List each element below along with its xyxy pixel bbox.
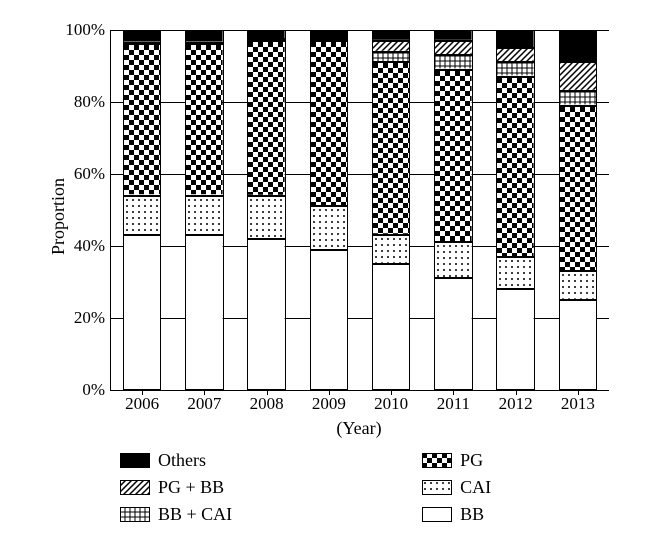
x-tick-label: 2012 <box>499 390 533 414</box>
y-tick-label: 80% <box>74 92 111 112</box>
legend-label: CAI <box>460 477 491 498</box>
bar-segment <box>559 91 598 105</box>
x-tick-label: 2010 <box>374 390 408 414</box>
y-tick-label: 0% <box>82 380 111 400</box>
bar-segment <box>123 235 162 390</box>
bar-segment <box>372 235 411 264</box>
bar-segment <box>310 37 349 39</box>
bar-segment <box>434 30 473 41</box>
bar-segment <box>559 271 598 300</box>
y-tick-label: 60% <box>74 164 111 184</box>
x-tick-label: 2009 <box>312 390 346 414</box>
bar-segment <box>496 257 535 289</box>
bar-segment <box>434 70 473 243</box>
bar-segment <box>559 300 598 390</box>
legend-label: BB <box>460 504 484 525</box>
bar-segment <box>559 106 598 272</box>
bar-segment <box>496 30 535 48</box>
legend-swatch <box>422 453 452 468</box>
bar-segment <box>185 196 224 236</box>
legend: Others PG + BB BB + CAI PG CAI BB <box>120 450 491 525</box>
bar-segment <box>310 41 349 207</box>
bar-segment <box>123 30 162 43</box>
bar-segment <box>123 42 162 44</box>
bar-segment <box>185 30 224 43</box>
bar-segment <box>559 30 598 62</box>
bar-segment <box>372 41 411 52</box>
legend-item: PG + BB <box>120 477 232 498</box>
bar-segment <box>310 39 349 41</box>
bar <box>310 30 349 390</box>
bar-segment <box>123 44 162 195</box>
bar-segment <box>372 62 411 235</box>
bar <box>372 30 411 390</box>
bar-segment <box>185 44 224 195</box>
legend-item: BB + CAI <box>120 504 232 525</box>
bar-segment <box>496 77 535 257</box>
legend-label: BB + CAI <box>158 504 232 525</box>
bar-segment <box>247 41 286 196</box>
bar-segment <box>185 235 224 390</box>
bar <box>496 30 535 390</box>
bar-segment <box>372 30 411 41</box>
legend-label: PG + BB <box>158 477 224 498</box>
bar-segment <box>559 62 598 91</box>
legend-item: BB <box>422 504 491 525</box>
bar-segment <box>496 62 535 76</box>
legend-item: PG <box>422 450 491 471</box>
x-tick-label: 2011 <box>437 390 470 414</box>
x-axis-label: (Year) <box>110 418 608 439</box>
legend-swatch <box>120 507 150 522</box>
x-tick-label: 2013 <box>561 390 595 414</box>
bar-segment <box>372 52 411 63</box>
bar-segment <box>185 42 224 44</box>
bar-segment <box>247 239 286 390</box>
bar <box>185 30 224 390</box>
legend-item: Others <box>120 450 232 471</box>
x-tick-label: 2008 <box>250 390 284 414</box>
bar-segment <box>496 48 535 62</box>
x-tick-label: 2007 <box>187 390 221 414</box>
y-axis-label: Proportion <box>48 178 69 255</box>
bar-segment <box>372 264 411 390</box>
legend-swatch <box>422 480 452 495</box>
x-tick-label: 2006 <box>125 390 159 414</box>
bar-segment <box>310 30 349 37</box>
legend-swatch <box>120 453 150 468</box>
bar-segment <box>496 289 535 390</box>
bar-segment <box>247 30 286 39</box>
bar-segment <box>434 278 473 390</box>
bar <box>123 30 162 390</box>
bar-segment <box>123 196 162 236</box>
y-tick-label: 40% <box>74 236 111 256</box>
plot-area: 0%20%40%60%80%100%2006200720082009201020… <box>110 30 609 391</box>
bar <box>434 30 473 390</box>
bar <box>559 30 598 390</box>
y-tick-label: 100% <box>65 20 111 40</box>
chart-figure: Proportion 0%20%40%60%80%100%20062007200… <box>0 0 662 545</box>
legend-item: CAI <box>422 477 491 498</box>
bar-segment <box>310 206 349 249</box>
bar-segment <box>310 250 349 390</box>
y-tick-label: 20% <box>74 308 111 328</box>
legend-label: Others <box>158 450 206 471</box>
legend-swatch <box>120 480 150 495</box>
bar-segment <box>247 196 286 239</box>
legend-label: PG <box>460 450 483 471</box>
bar-segment <box>434 41 473 55</box>
bar-segment <box>247 39 286 41</box>
legend-swatch <box>422 507 452 522</box>
bar-segment <box>434 55 473 69</box>
bar <box>247 30 286 390</box>
bar-segment <box>434 242 473 278</box>
